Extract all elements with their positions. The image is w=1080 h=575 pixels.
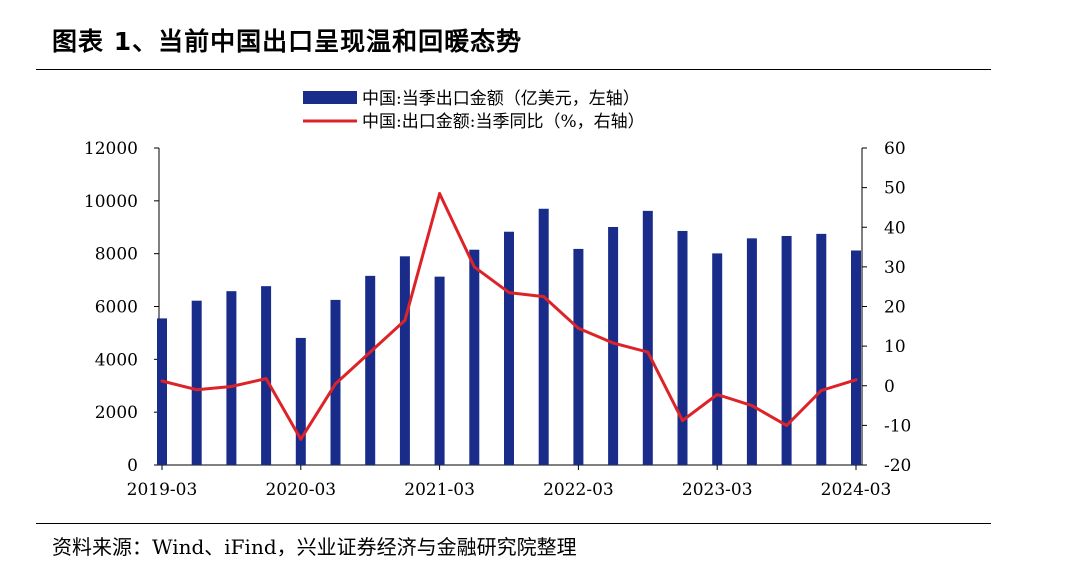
export-bar	[157, 318, 167, 465]
x-tick-label: 2024-03	[821, 480, 892, 500]
export-bar	[434, 276, 445, 465]
export-bar	[191, 300, 202, 465]
left-tick-label: 8000	[95, 245, 138, 265]
export-bar	[746, 238, 757, 465]
export-bar	[642, 210, 653, 465]
yoy-growth-point	[160, 379, 164, 383]
yoy-growth-point	[264, 377, 268, 381]
x-tick-label: 2019-03	[127, 480, 198, 500]
left-tick-label: 0	[127, 456, 138, 476]
export-bar	[677, 230, 688, 465]
bottom-rule	[36, 523, 991, 524]
export-bar	[816, 233, 827, 465]
right-tick-label: 30	[884, 258, 906, 278]
yoy-growth-point	[611, 341, 615, 345]
legend-bar-label: 中国:当季出口金额（亿美元，左轴）	[362, 89, 640, 109]
yoy-growth-point	[472, 265, 476, 269]
export-bar	[538, 208, 549, 465]
x-tick-label: 2022-03	[543, 480, 614, 500]
left-tick-label: 12000	[84, 139, 138, 159]
yoy-growth-point	[785, 423, 789, 427]
left-tick-label: 4000	[95, 350, 138, 370]
yoy-growth-point	[715, 392, 719, 396]
yoy-growth-point	[681, 419, 684, 423]
yoy-growth-point	[646, 350, 650, 354]
yoy-growth-point	[576, 326, 580, 330]
yoy-growth-point	[299, 437, 303, 441]
yoy-growth-point	[819, 389, 823, 393]
yoy-growth-point	[854, 378, 858, 382]
right-tick-label: 10	[884, 337, 906, 357]
export-bar	[712, 253, 723, 465]
legend-bar-swatch	[303, 91, 357, 104]
left-tick-label: 2000	[95, 403, 138, 423]
export-bar	[851, 250, 861, 465]
yoy-growth-point	[229, 385, 233, 389]
right-tick-label: 0	[884, 377, 895, 397]
left-tick-label: 10000	[84, 192, 138, 212]
right-tick-label: 60	[884, 139, 906, 159]
export-bar	[469, 249, 480, 465]
yoy-growth-point	[438, 192, 442, 196]
export-bar	[608, 226, 619, 465]
yoy-growth-point	[542, 295, 546, 299]
export-bar	[504, 231, 514, 465]
right-tick-label: -10	[884, 416, 911, 436]
legend-line-label: 中国:出口金额:当季同比（%，右轴）	[362, 112, 645, 132]
yoy-growth-point	[334, 382, 337, 386]
yoy-growth-point	[507, 291, 511, 295]
right-tick-label: 40	[884, 218, 906, 238]
export-bar	[573, 248, 584, 465]
yoy-growth-point	[195, 388, 199, 392]
left-tick-label: 6000	[95, 298, 138, 318]
top-rule	[36, 69, 991, 70]
export-bar	[261, 286, 272, 465]
export-bar	[365, 275, 376, 465]
x-tick-label: 2020-03	[265, 480, 336, 500]
x-tick-label: 2023-03	[682, 480, 753, 500]
figure-title: 图表 1、当前中国出口呈现温和回暖态势	[52, 27, 523, 56]
export-bar	[399, 256, 410, 465]
export-bar	[226, 291, 237, 465]
right-tick-label: -20	[884, 456, 911, 476]
export-bar	[295, 337, 306, 465]
yoy-growth-point	[368, 350, 372, 354]
legend: 中国:当季出口金额（亿美元，左轴） 中国:出口金额:当季同比（%，右轴）	[303, 89, 645, 132]
x-tick-label: 2021-03	[404, 480, 475, 500]
right-tick-label: 20	[884, 298, 906, 318]
export-bar	[781, 235, 792, 465]
yoy-growth-point	[750, 404, 754, 408]
right-tick-label: 50	[884, 179, 906, 199]
yoy-growth-point	[403, 318, 407, 322]
source-note: 资料来源：Wind、iFind，兴业证券经济与金融研究院整理	[52, 535, 577, 559]
